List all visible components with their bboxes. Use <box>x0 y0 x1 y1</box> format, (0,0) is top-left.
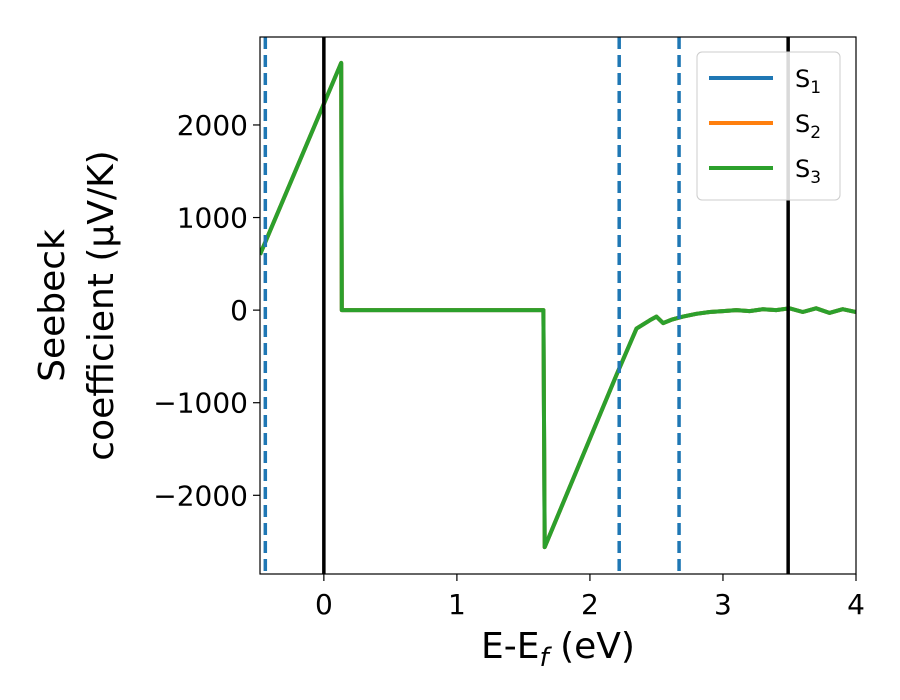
legend-label-s3: S3 <box>795 155 821 188</box>
y-axis-label: Seebeck coefficient (μV/K) <box>32 150 122 460</box>
y-tick-label: 1000 <box>177 202 248 235</box>
legend-label-sub: 2 <box>810 123 821 143</box>
series-line-s3 <box>260 60 856 550</box>
legend-label-s2: S2 <box>795 110 821 143</box>
y-tick-label: 0 <box>230 294 248 327</box>
y-tick-label: −2000 <box>153 479 248 512</box>
legend-label-sub: 3 <box>810 168 821 188</box>
ticks-layer: 0 1 2 3 4 −2000 −1000 0 1000 2000 <box>153 109 865 621</box>
axes-frame <box>259 36 857 575</box>
legend-label-main: S <box>795 155 810 183</box>
legend-label-sub: 1 <box>810 78 821 98</box>
x-axis-label: E-Ef (eV) <box>481 626 635 673</box>
y-axis-label-line-1: Seebeck <box>32 229 73 382</box>
legend-label-main: S <box>795 110 810 138</box>
legend-label-s1: S1 <box>795 65 821 98</box>
y-tick-label: −1000 <box>153 387 248 420</box>
x-tick-label: 3 <box>714 588 732 621</box>
x-axis-label-main: E-E <box>481 626 539 667</box>
x-tick-label: 0 <box>315 588 333 621</box>
legend-box <box>696 51 841 201</box>
y-axis-label-line-2: coefficient (μV/K) <box>81 150 122 460</box>
x-tick-label: 1 <box>448 588 466 621</box>
y-tick-label: 2000 <box>177 109 248 142</box>
x-tick-label: 4 <box>847 588 865 621</box>
x-axis-label-unit: (eV) <box>549 626 635 667</box>
legend-label-main: S <box>795 65 810 93</box>
x-tick-label: 2 <box>581 588 599 621</box>
